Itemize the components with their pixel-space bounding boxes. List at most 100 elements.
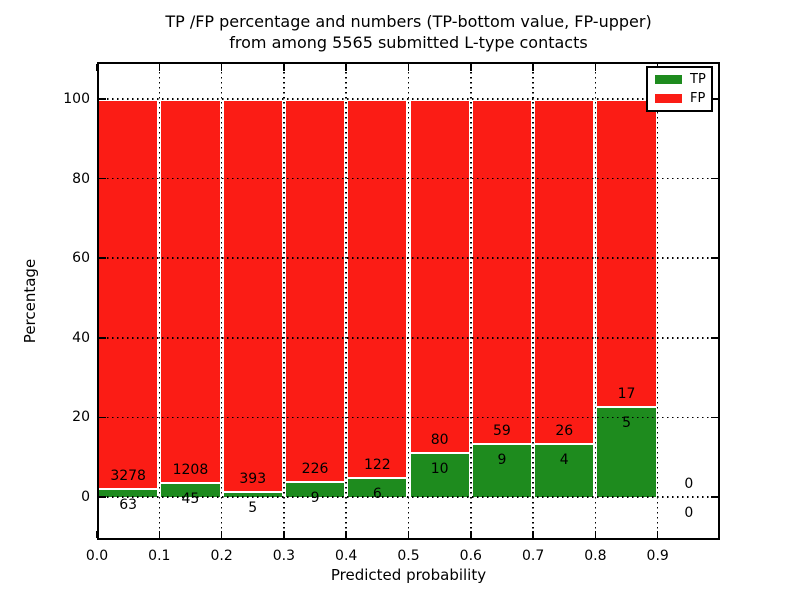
legend-row: TP xyxy=(655,72,711,87)
v-gridline xyxy=(594,62,597,540)
tp-bar-segment xyxy=(595,406,658,497)
fp-count-label: 1208 xyxy=(172,461,209,478)
y-tick xyxy=(99,496,106,498)
x-tick-label: 0.7 xyxy=(521,548,545,564)
v-gridline xyxy=(158,62,161,540)
fp-bar-segment xyxy=(221,99,284,492)
fp-bar-segment xyxy=(470,99,534,445)
legend: TP FP xyxy=(646,66,713,112)
tp-bar-segment xyxy=(283,481,347,497)
tp-legend-swatch-icon xyxy=(655,75,682,84)
fp-bar-segment xyxy=(97,99,160,490)
v-gridline xyxy=(407,62,410,540)
fp-count-label: 26 xyxy=(555,422,574,439)
y-tick xyxy=(99,177,106,180)
x-tick-top xyxy=(470,64,472,71)
v-gridline xyxy=(532,62,534,540)
fp-bar-segment xyxy=(283,99,347,482)
tp-count-label: 63 xyxy=(119,497,138,514)
x-tick-top xyxy=(220,64,223,71)
x-tick-label: 0.0 xyxy=(85,548,109,564)
y-tick-label: 40 xyxy=(72,329,90,346)
v-gridline xyxy=(220,62,223,540)
x-tick xyxy=(407,531,410,538)
y-tick-right xyxy=(711,496,718,498)
x-tick-label: 0.4 xyxy=(335,548,358,564)
v-gridline xyxy=(345,62,347,540)
fp-count-label: 59 xyxy=(493,423,511,440)
x-tick-label: 0.6 xyxy=(459,548,482,564)
y-tick xyxy=(99,257,106,259)
tp-count-label: 5 xyxy=(622,414,632,431)
tp-count-label: 4 xyxy=(559,451,569,468)
x-tick-top xyxy=(96,64,98,71)
y-tick-right xyxy=(711,416,718,419)
y-tick-label: 60 xyxy=(72,250,90,267)
y-tick-label: 0 xyxy=(81,489,90,505)
y-tick-label: 20 xyxy=(72,409,90,426)
fp-count-label: 226 xyxy=(301,460,329,477)
x-tick-top xyxy=(158,64,161,71)
tp-bar-segment xyxy=(408,452,471,497)
y-tick xyxy=(99,416,106,419)
fp-bar-segment xyxy=(595,99,658,407)
x-tick-label: 0.3 xyxy=(272,548,296,564)
x-tick-label: 0.1 xyxy=(148,548,171,564)
x-tick-label: 0.2 xyxy=(210,548,233,564)
tp-bar-segment xyxy=(221,492,284,497)
x-tick xyxy=(96,531,98,538)
legend-row: FP xyxy=(655,91,711,106)
x-tick xyxy=(470,531,472,538)
tp-count-label: 45 xyxy=(181,490,200,507)
x-tick-label: 0.5 xyxy=(397,548,420,564)
y-tick xyxy=(99,337,106,339)
v-gridline xyxy=(470,62,472,540)
x-tick xyxy=(220,531,223,538)
y-tick-right xyxy=(711,98,718,100)
y-tick-label: 80 xyxy=(72,170,90,187)
chart-title-line1: TP /FP percentage and numbers (TP-bottom… xyxy=(165,12,652,31)
y-tick-right xyxy=(711,337,718,339)
x-tick-top xyxy=(594,64,597,71)
plot-area: 3278 63 1208 45 393 5 226 9 122 6 80 10 59 9 26 4 17 5 0 0 0… xyxy=(63,62,720,564)
fp-bar-segment xyxy=(408,99,471,453)
legend-label: FP xyxy=(690,91,706,106)
x-tick xyxy=(594,531,597,538)
x-tick xyxy=(656,531,659,538)
v-gridline xyxy=(283,62,285,540)
y-tick xyxy=(99,98,106,100)
x-tick xyxy=(532,531,534,538)
x-tick xyxy=(283,531,285,538)
fp-count-label: 0 xyxy=(684,476,694,492)
fp-count-label: 80 xyxy=(430,431,449,448)
x-tick-top xyxy=(345,64,347,71)
tp-bar-segment xyxy=(533,443,596,497)
legend-label: TP xyxy=(690,72,706,87)
fp-bar-segment xyxy=(159,99,222,483)
tp-count-label: 6 xyxy=(372,486,382,503)
x-tick-top xyxy=(532,64,534,71)
v-gridline xyxy=(656,62,659,540)
tp-bar-segment xyxy=(470,444,534,497)
x-tick xyxy=(158,531,161,538)
chart-title: TP /FP percentage and numbers (TP-bottom… xyxy=(97,11,720,53)
x-tick-top xyxy=(407,64,410,71)
tp-count-label: 5 xyxy=(248,500,258,516)
x-tick xyxy=(345,531,347,538)
fp-count-label: 122 xyxy=(363,457,391,474)
x-tick-top xyxy=(283,64,285,71)
y-tick-label: 100 xyxy=(63,91,90,107)
tp-count-label: 9 xyxy=(310,489,320,506)
chart-title-line2: from among 5565 submitted L-type contact… xyxy=(229,33,588,52)
tp-bar-segment xyxy=(159,482,222,497)
x-tick-label: 0.9 xyxy=(646,548,669,564)
y-tick-right xyxy=(711,257,718,259)
x-tick-label: 0.8 xyxy=(584,548,607,564)
fp-bar-segment xyxy=(346,99,409,479)
y-tick-right xyxy=(711,177,718,180)
fp-bar-segment xyxy=(533,99,596,444)
tp-bar-segment xyxy=(346,478,409,497)
fp-count-label: 393 xyxy=(239,471,267,487)
fp-legend-swatch-icon xyxy=(655,94,682,103)
